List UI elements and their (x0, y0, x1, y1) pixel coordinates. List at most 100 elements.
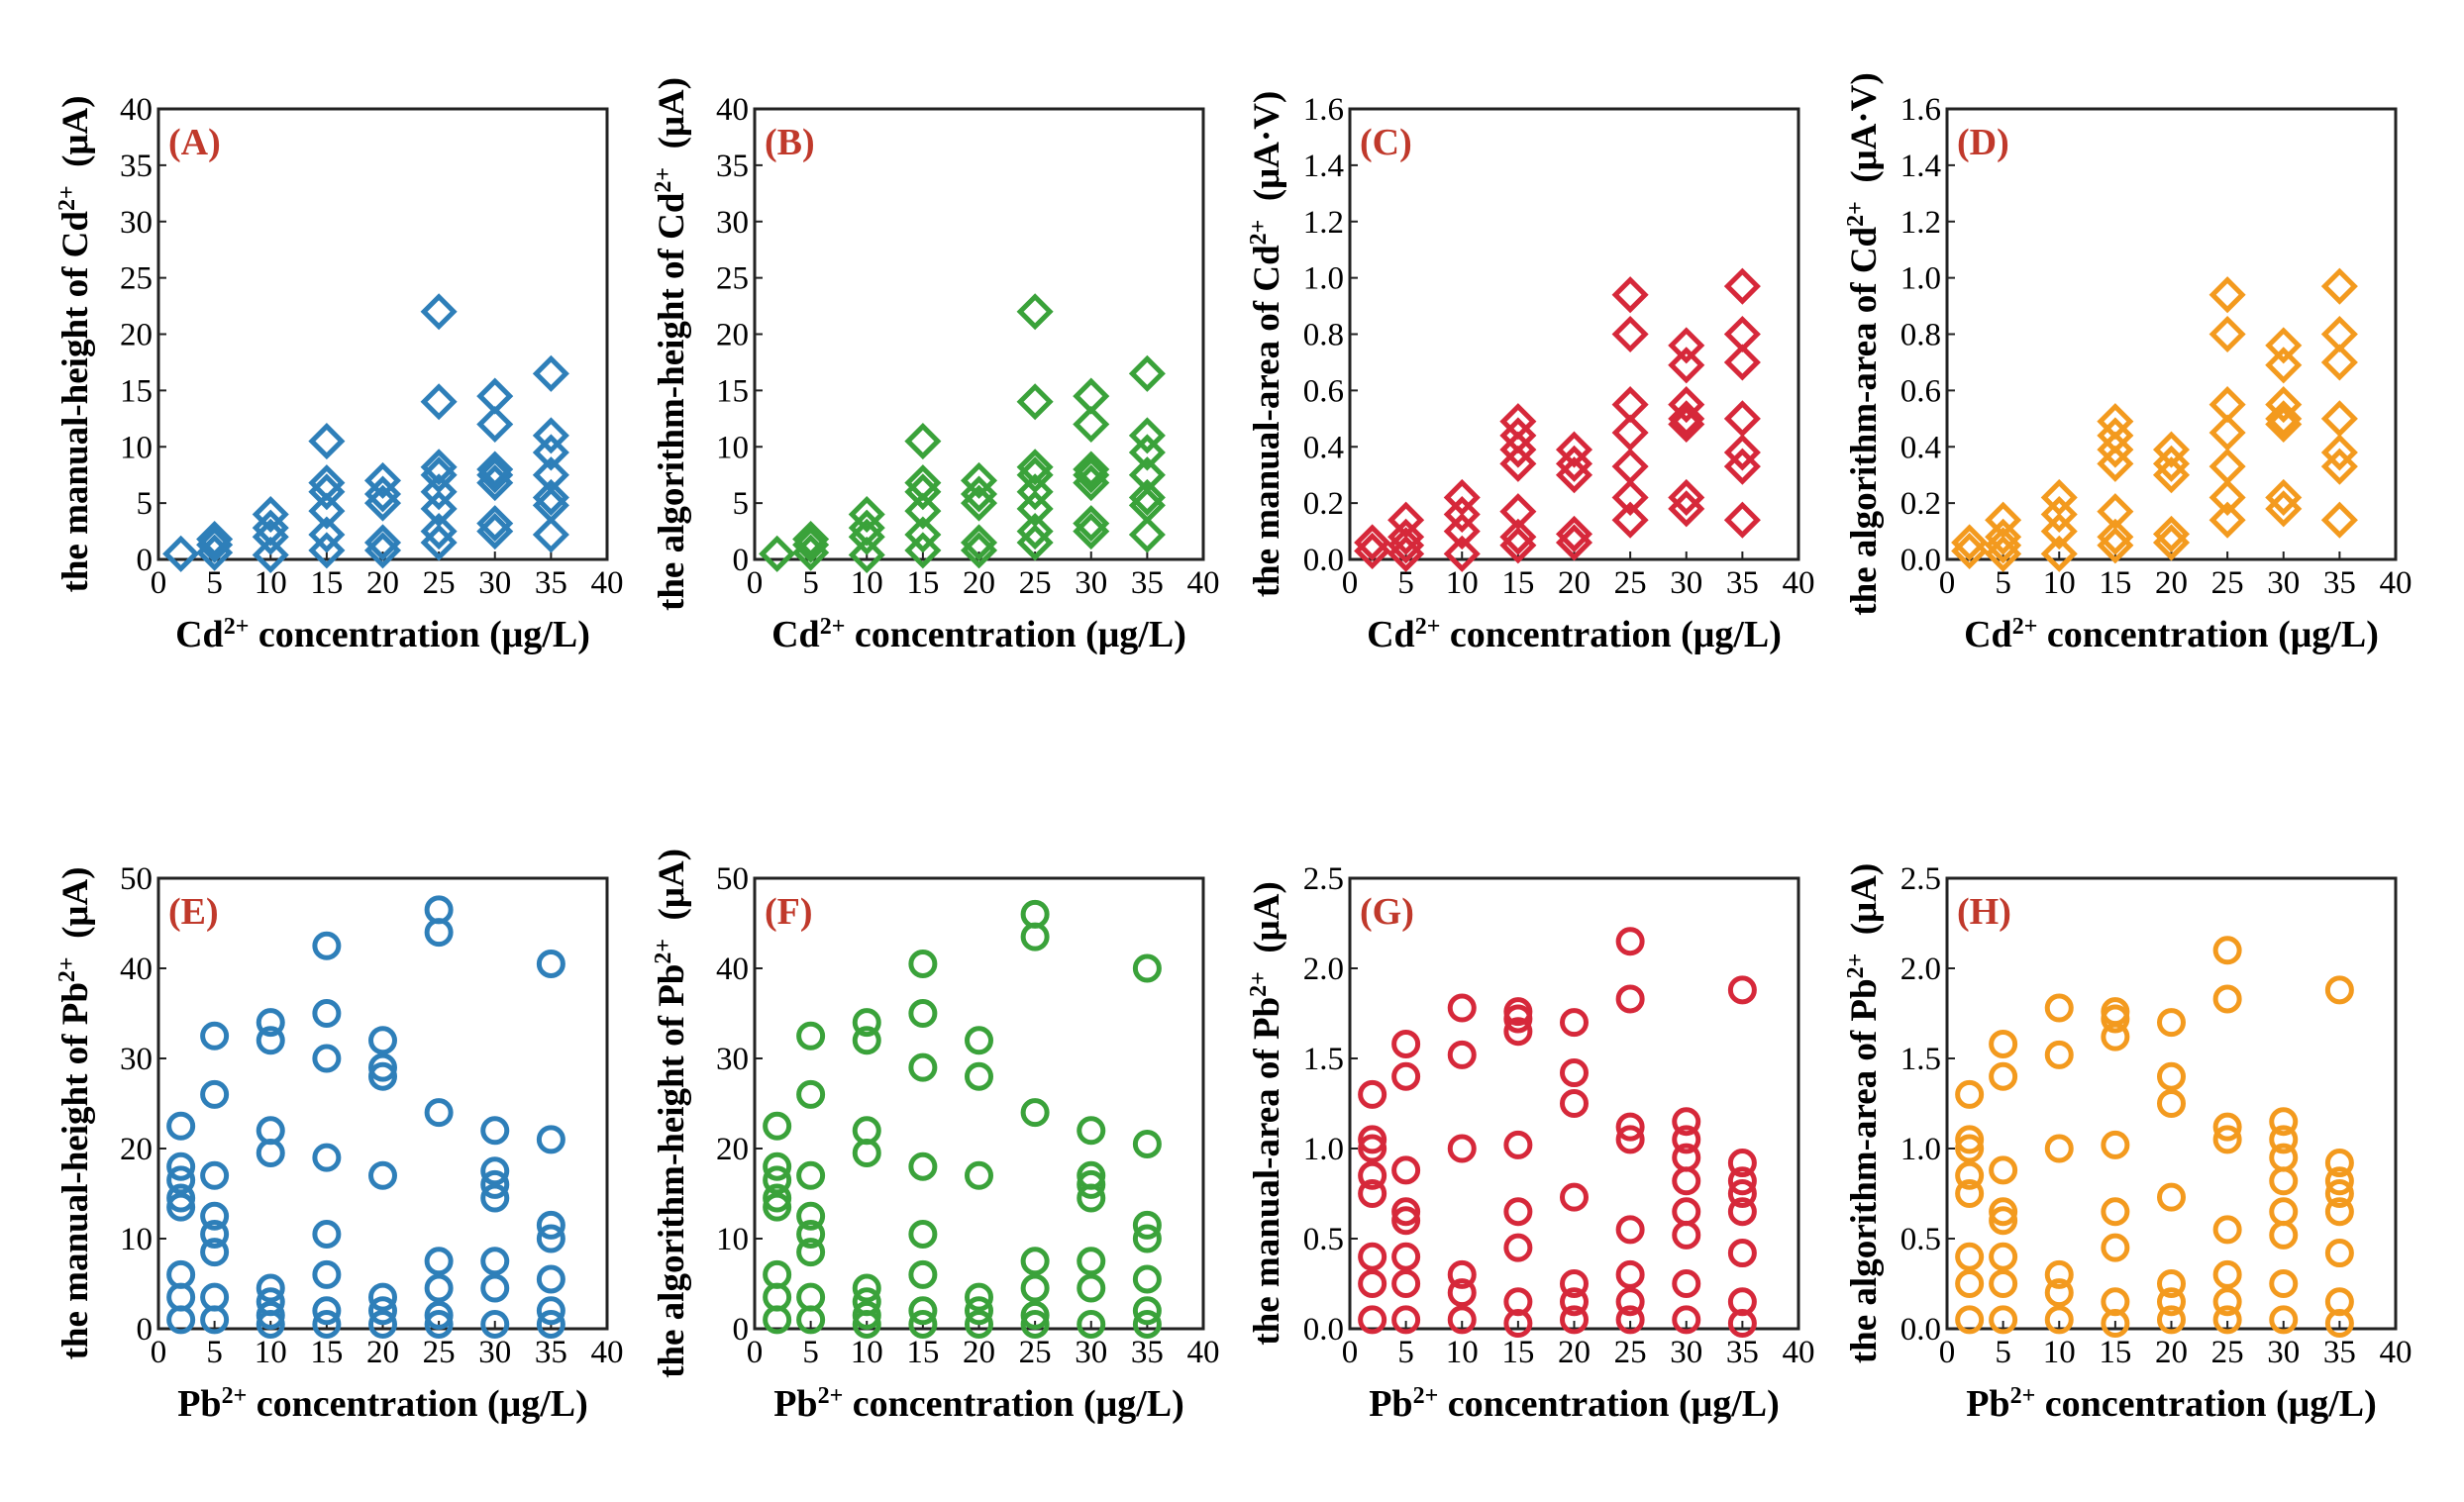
data-point (1132, 1309, 1162, 1339)
y-tick-label: 10 (716, 430, 749, 465)
y-tick-label: 15 (716, 373, 749, 409)
y-tick-label: 0.5 (1303, 1222, 1344, 1257)
x-tick-label: 25 (1614, 1335, 1647, 1370)
data-point (420, 383, 458, 421)
x-tick-label: 20 (1558, 1335, 1591, 1370)
data-point (796, 1079, 826, 1109)
data-point (1020, 1309, 1050, 1339)
y-tick-label: 30 (120, 1042, 153, 1077)
y-tick-label: 10 (120, 1222, 153, 1257)
data-point (1668, 490, 1705, 528)
data-point (256, 1026, 285, 1055)
data-point (424, 895, 454, 925)
data-point (1560, 1269, 1589, 1298)
data-point (2044, 1134, 2074, 1163)
data-point (1358, 1160, 1387, 1190)
y-tick-label: 0.2 (1900, 486, 1941, 522)
data-point (476, 505, 514, 543)
x-tick-label: 5 (1397, 1335, 1414, 1370)
data-point (2044, 1278, 2074, 1308)
data-point (1985, 518, 2022, 555)
x-tick-label: 10 (1446, 1335, 1479, 1370)
x-tick-label: 40 (1187, 1335, 1220, 1370)
x-tick-label: 30 (478, 1335, 511, 1370)
data-point (2044, 1040, 2074, 1069)
data-point (1989, 1269, 2018, 1298)
plot-frame (156, 876, 609, 1331)
data-point (1723, 315, 1761, 353)
x-tick-label: 25 (1614, 565, 1647, 601)
y-tick-label: 0.4 (1900, 430, 1941, 465)
data-point (2324, 1197, 2354, 1227)
data-point (908, 1052, 938, 1082)
data-point (852, 1116, 881, 1146)
data-point (308, 532, 346, 569)
data-point (308, 464, 346, 502)
data-point (1989, 1206, 2018, 1236)
x-tick-label: 35 (2323, 565, 2356, 601)
data-point (2320, 344, 2358, 381)
data-point (1503, 1017, 1533, 1047)
y-tick-label: 5 (137, 486, 154, 522)
data-point (532, 516, 569, 553)
data-point (1128, 434, 1166, 471)
y-axis-label: the manual-area of Pb2+ (μA) (1246, 881, 1287, 1345)
x-tick-label: 0 (1342, 1335, 1359, 1370)
data-point (2157, 1182, 2186, 1212)
data-point (1128, 354, 1166, 392)
x-tick-label: 0 (747, 565, 764, 601)
data-point (2157, 1008, 2186, 1038)
data-point (1128, 456, 1166, 494)
x-tick-label: 20 (963, 565, 995, 601)
y-tick-label: 5 (733, 486, 750, 522)
data-point (424, 1273, 454, 1303)
panel-label: (G) (1360, 891, 1414, 933)
data-point (2269, 1305, 2299, 1335)
data-point (1672, 1166, 1701, 1196)
x-tick-label: 20 (2155, 565, 2188, 601)
x-tick-label: 5 (1995, 1335, 2011, 1370)
data-point (1443, 478, 1481, 516)
x-tick-label: 20 (963, 1335, 995, 1370)
data-point (1611, 414, 1649, 451)
data-point (1387, 501, 1425, 539)
data-point (2320, 501, 2358, 539)
x-axis-label: Pb2+ concentration (μg/L) (177, 1383, 588, 1425)
data-point (1354, 524, 1391, 561)
data-point (2269, 1197, 2299, 1227)
x-tick-label: 35 (535, 565, 567, 601)
data-point (532, 417, 569, 454)
data-point (480, 1273, 510, 1303)
data-point (1503, 997, 1533, 1027)
data-point (1560, 1305, 1589, 1335)
y-tick-label: 1.0 (1303, 261, 1344, 297)
x-axis-label: Pb2+ concentration (μg/L) (773, 1383, 1184, 1425)
data-point (1073, 377, 1110, 415)
data-point (2097, 403, 2134, 441)
x-tick-label: 25 (1019, 565, 1052, 601)
y-tick-label: 1.5 (1303, 1042, 1344, 1077)
data-point (2324, 975, 2354, 1005)
y-tick-label: 20 (120, 1132, 153, 1167)
data-point (363, 461, 402, 499)
data-point (2157, 1269, 2186, 1298)
data-point (2265, 400, 2303, 438)
data-point (1668, 400, 1705, 438)
x-tick-label: 35 (2323, 1335, 2356, 1370)
data-point (2212, 984, 2242, 1014)
data-point (166, 1111, 196, 1141)
x-tick-label: 15 (906, 1335, 939, 1370)
data-point (1016, 383, 1054, 421)
y-tick-label: 25 (120, 261, 153, 297)
data-point (1020, 1273, 1050, 1303)
data-point (1020, 1098, 1050, 1128)
data-point (1447, 1040, 1477, 1069)
data-point (368, 1061, 397, 1091)
data-point (2157, 1089, 2186, 1118)
x-tick-label: 15 (310, 565, 343, 601)
data-point (1723, 501, 1761, 539)
y-tick-label: 2.0 (1900, 951, 1941, 987)
x-axis-label: Pb2+ concentration (μg/L) (1966, 1383, 2377, 1425)
data-point (532, 456, 569, 494)
data-point (1132, 1296, 1162, 1326)
